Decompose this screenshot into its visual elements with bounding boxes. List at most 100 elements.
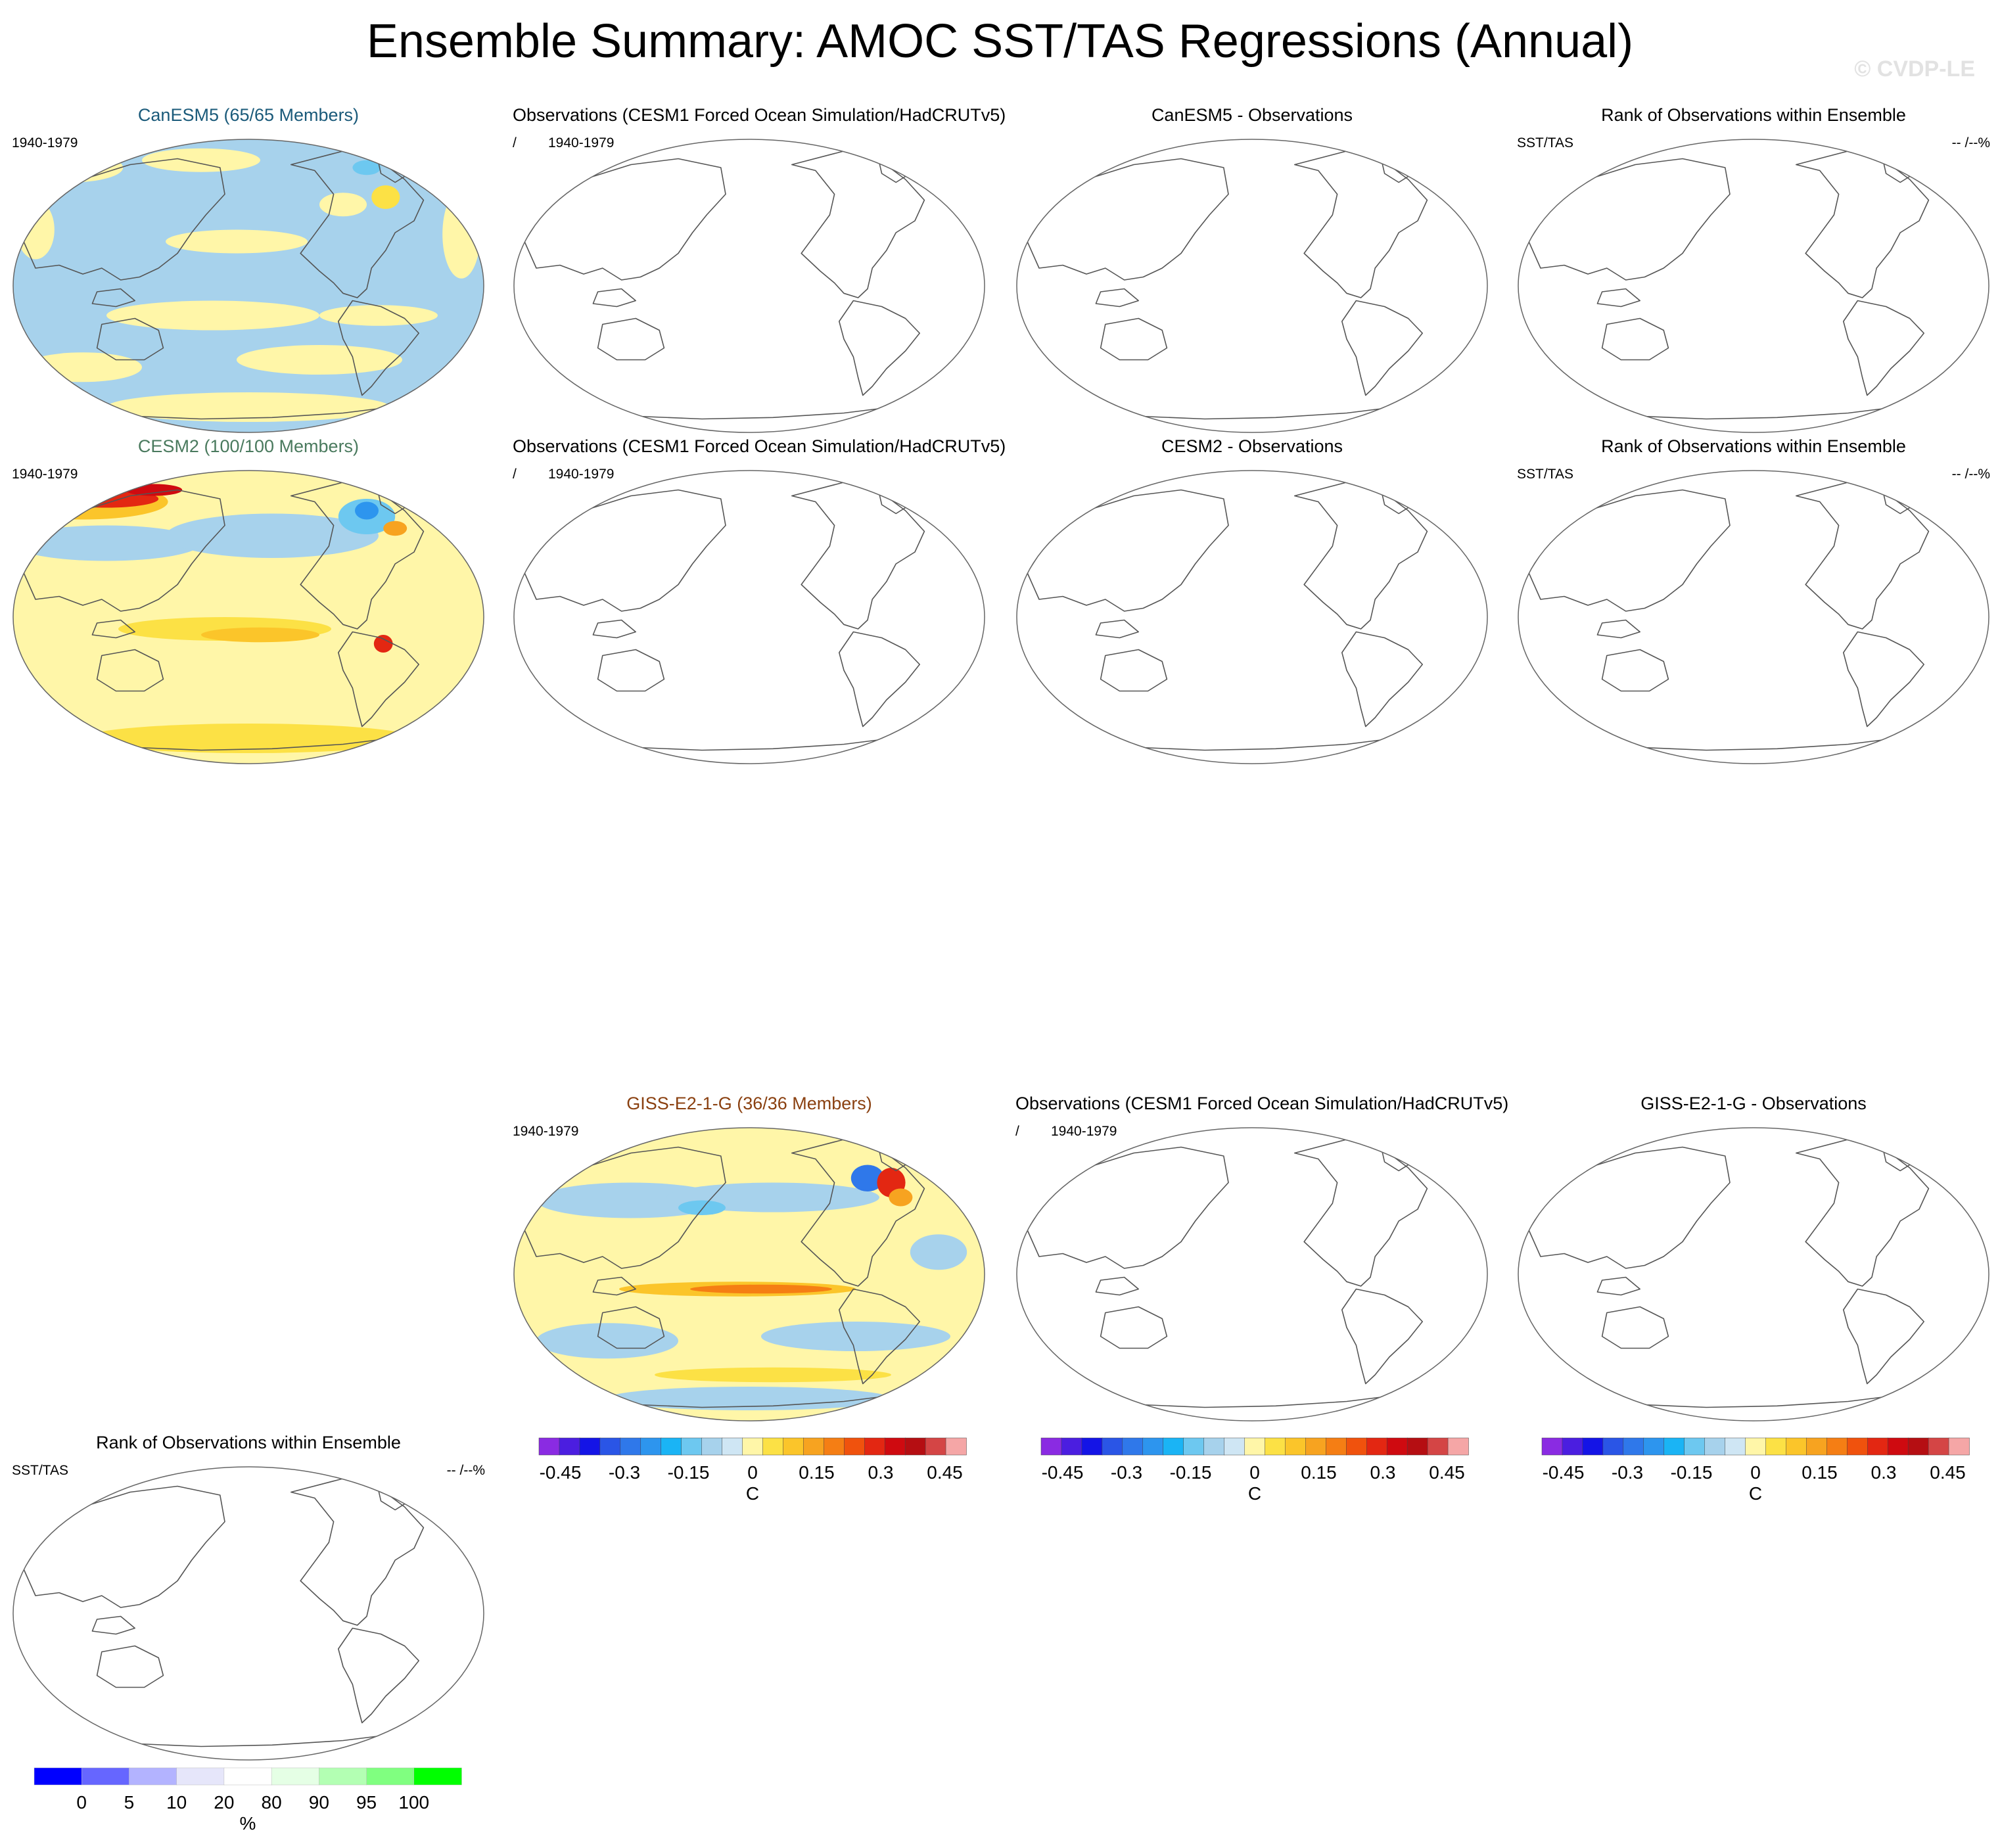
field-anomaly-11 bbox=[655, 1367, 891, 1383]
colorbar-swatch bbox=[1122, 1437, 1144, 1456]
colorbar-tick-label: 0 bbox=[1750, 1462, 1761, 1483]
south-america-coast bbox=[1341, 631, 1423, 728]
australia-coast bbox=[96, 649, 164, 692]
australia-coast bbox=[597, 649, 665, 692]
colorbar-swatch bbox=[762, 1437, 784, 1456]
colorbar-swatch bbox=[1745, 1437, 1767, 1456]
panel-title: CanESM5 (65/65 Members) bbox=[137, 105, 360, 125]
map-panel-giss-obs: Observations (CESM1 Forced Ocean Simulat… bbox=[1015, 1094, 1509, 1429]
colorbar-swatch bbox=[1704, 1437, 1726, 1456]
antarctica-coast bbox=[1569, 392, 1955, 420]
map-border bbox=[1016, 470, 1488, 764]
colorbar-tick-label: 0.45 bbox=[1429, 1462, 1465, 1483]
colorbar-tick-label: 0.3 bbox=[868, 1462, 894, 1483]
map-border bbox=[513, 139, 985, 433]
maritime-continent-coast bbox=[1095, 288, 1139, 308]
map-panel-giss-ens: GISS-E2-1-G (36/36 Members) 1940-1979 bbox=[513, 1094, 986, 1429]
colorbar-tick-label: 95 bbox=[356, 1792, 377, 1813]
rank-colorbar: 0 5 10 20 80 90 95 100% bbox=[34, 1767, 462, 1834]
maritime-continent-coast bbox=[1095, 1276, 1139, 1296]
regression-colorbar-3: -0.45 -0.3 -0.15 0 0.15 0.3 0.45 C bbox=[1541, 1437, 1970, 1504]
asia-coast bbox=[524, 1146, 726, 1269]
north-america-coast bbox=[291, 149, 425, 298]
panel-title: Rank of Observations within Ensemble bbox=[96, 1433, 401, 1452]
australia-coast bbox=[1601, 649, 1669, 692]
panel-left-label-period: 1940-1979 bbox=[548, 467, 615, 482]
regression-colorbar-1: -0.45 -0.3 -0.15 0 0.15 0.3 0.45 C bbox=[538, 1437, 967, 1504]
field-anomaly-11 bbox=[24, 352, 142, 382]
map-border bbox=[1518, 470, 1989, 764]
map-border bbox=[513, 1127, 985, 1421]
panel-title: Rank of Observations within Ensemble bbox=[1601, 436, 1906, 456]
colorbar-swatch bbox=[844, 1437, 865, 1456]
asia-coast bbox=[1027, 489, 1229, 612]
colorbar-swatch bbox=[681, 1437, 703, 1456]
colorbar-swatch bbox=[176, 1767, 225, 1786]
map-border bbox=[12, 470, 484, 764]
colorbar-swatch bbox=[319, 1767, 367, 1786]
asia-coast bbox=[23, 1485, 225, 1608]
colorbar-swatch bbox=[1907, 1437, 1929, 1456]
north-america-coast bbox=[791, 149, 925, 298]
colorbar-swatch bbox=[1163, 1437, 1184, 1456]
field-anomaly-8 bbox=[690, 1284, 832, 1294]
colorbar-swatch bbox=[884, 1437, 906, 1456]
field-anomaly-7 bbox=[383, 520, 407, 536]
map-giss-obs bbox=[1016, 1127, 1488, 1421]
colorbar-swatch bbox=[1040, 1437, 1062, 1456]
panel-left-label: 1940-1979 bbox=[12, 467, 78, 482]
asia-coast bbox=[524, 489, 726, 612]
map-border bbox=[12, 139, 484, 433]
south-america-coast bbox=[1843, 1288, 1924, 1385]
colorbar-swatch bbox=[1847, 1437, 1868, 1456]
maritime-continent-coast bbox=[1596, 1276, 1640, 1296]
colorbar-unit-label: C bbox=[746, 1483, 759, 1504]
copyright-watermark: © CVDP-LE bbox=[1854, 57, 1975, 81]
maritime-continent-coast bbox=[91, 619, 135, 639]
figure-title: Ensemble Summary: AMOC SST/TAS Regressio… bbox=[366, 15, 1634, 68]
asia-coast bbox=[1027, 1146, 1229, 1269]
south-america-coast bbox=[338, 1627, 419, 1724]
colorbar-swatch bbox=[1183, 1437, 1205, 1456]
field-anomaly-10 bbox=[237, 345, 402, 375]
panel-title: GISS-E2-1-G - Observations bbox=[1640, 1094, 1867, 1113]
colorbar-tick-label: -0.15 bbox=[668, 1462, 710, 1483]
colorbar-swatch bbox=[620, 1437, 641, 1456]
colorbar-swatch bbox=[559, 1437, 580, 1456]
panel-title: Observations (CESM1 Forced Ocean Simulat… bbox=[1015, 1094, 1509, 1113]
north-america-coast bbox=[1294, 1138, 1428, 1287]
colorbar-swatch bbox=[824, 1437, 845, 1456]
south-america-coast bbox=[839, 631, 920, 728]
map-canesm5-diff bbox=[1016, 139, 1488, 433]
asia-coast bbox=[23, 158, 225, 281]
maritime-continent-coast bbox=[91, 1615, 135, 1635]
antarctica-coast bbox=[565, 392, 951, 420]
colorbar-swatch bbox=[1602, 1437, 1624, 1456]
panel-left-label: 1940-1979 bbox=[12, 135, 78, 150]
map-border bbox=[1518, 139, 1989, 433]
colorbar-swatch bbox=[1765, 1437, 1787, 1456]
field-anomaly-9 bbox=[319, 305, 438, 326]
asia-coast bbox=[524, 158, 726, 281]
colorbar-unit-label: % bbox=[240, 1813, 256, 1834]
map-canesm5-rank bbox=[1518, 139, 1989, 433]
colorbar-swatch bbox=[661, 1437, 682, 1456]
north-america-coast bbox=[291, 480, 425, 630]
colorbar-unit-label: C bbox=[1248, 1483, 1261, 1504]
colorbar-swatch bbox=[803, 1437, 825, 1456]
regression-colorbar-2: -0.45 -0.3 -0.15 0 0.15 0.3 0.45 C bbox=[1040, 1437, 1469, 1504]
colorbar-swatch bbox=[129, 1767, 177, 1786]
colorbar-swatch bbox=[1806, 1437, 1828, 1456]
colorbar-swatch bbox=[1366, 1437, 1387, 1456]
colorbar-tick-label: -0.15 bbox=[1671, 1462, 1713, 1483]
australia-coast bbox=[1100, 317, 1168, 361]
map-panel-canesm5-diff: CanESM5 - Observations bbox=[1015, 105, 1489, 440]
field-anomaly-2 bbox=[319, 193, 367, 217]
colorbar-swatch bbox=[1826, 1437, 1848, 1456]
map-panel-cesm2-ens: CESM2 (100/100 Members) 1940-1979 bbox=[12, 436, 485, 772]
colorbar-swatch bbox=[1142, 1437, 1164, 1456]
colorbar-tick-label: 90 bbox=[309, 1792, 329, 1813]
colorbar-swatch bbox=[783, 1437, 804, 1456]
maritime-continent-coast bbox=[1095, 619, 1139, 639]
colorbar-swatch bbox=[1265, 1437, 1286, 1456]
